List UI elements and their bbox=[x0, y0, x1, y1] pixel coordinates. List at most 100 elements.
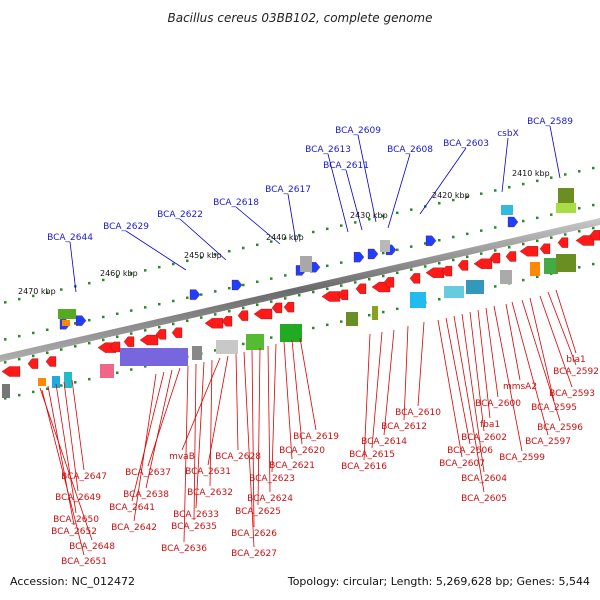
track-dot bbox=[452, 198, 455, 202]
track-dot bbox=[158, 302, 161, 306]
reverse-gene-arrow bbox=[271, 302, 283, 314]
reverse-gene-label: BCA_2610 bbox=[395, 408, 441, 418]
track-dot bbox=[4, 338, 7, 341]
tick-label: 2430 kbp bbox=[350, 211, 388, 220]
track-dot bbox=[88, 318, 91, 322]
track-dot bbox=[326, 323, 329, 327]
tick-label: 2440 kbp bbox=[266, 233, 304, 242]
reverse-gene-label: BCA_2628 bbox=[215, 452, 261, 462]
track-dot bbox=[494, 249, 497, 252]
reverse-gene-label: BCA_2642 bbox=[111, 523, 157, 533]
reverse-gene-label: BCA_2635 bbox=[171, 522, 217, 532]
reverse-callout-line bbox=[145, 369, 173, 489]
track-dot bbox=[270, 336, 273, 339]
feature-box bbox=[410, 292, 426, 308]
track-dot bbox=[578, 170, 581, 173]
forward-gene-label: BCA_2613 bbox=[305, 145, 351, 155]
reverse-gene-label: BCA_2626 bbox=[231, 529, 277, 539]
track-dot bbox=[172, 262, 175, 266]
track-dot bbox=[284, 297, 287, 300]
track-dot bbox=[200, 316, 203, 319]
reverse-callout-line bbox=[547, 291, 577, 366]
reverse-gene-arrow bbox=[204, 318, 224, 329]
track-dot bbox=[88, 281, 91, 285]
reverse-gene-label: BCA_2624 bbox=[247, 494, 293, 504]
tick-label: 2450 kbp bbox=[184, 251, 222, 260]
track-dot bbox=[368, 277, 371, 281]
reverse-gene-label: BCA_2633 bbox=[173, 510, 219, 520]
track-dot bbox=[102, 278, 105, 282]
track-dot bbox=[18, 357, 21, 361]
feature-box bbox=[52, 376, 60, 388]
track-dot bbox=[116, 371, 119, 375]
track-dot bbox=[242, 306, 245, 310]
feature-box bbox=[280, 324, 302, 342]
reverse-gene-label: BCA_2621 bbox=[269, 461, 315, 471]
forward-callout-line bbox=[549, 125, 561, 179]
track-dot bbox=[242, 342, 245, 346]
reverse-gene-label: BCA_2650 bbox=[53, 515, 99, 525]
reverse-gene-arrow bbox=[539, 243, 551, 254]
track-dot bbox=[340, 261, 343, 264]
feature-box bbox=[300, 256, 312, 272]
feature-box bbox=[558, 188, 574, 204]
reverse-gene-arrow bbox=[237, 310, 249, 321]
forward-gene-arrow bbox=[189, 289, 201, 300]
reverse-callout-line bbox=[63, 381, 79, 492]
reverse-callout-line bbox=[555, 289, 577, 354]
reverse-gene-arrow bbox=[337, 289, 349, 300]
forward-callout-line bbox=[357, 134, 377, 223]
reverse-gene-arrow bbox=[519, 246, 539, 257]
reverse-callout-line bbox=[257, 347, 261, 506]
forward-callout-line bbox=[69, 241, 77, 293]
reverse-gene-label: BCA_2592 bbox=[553, 367, 599, 377]
feature-box bbox=[500, 270, 512, 284]
reverse-callout-line bbox=[71, 379, 85, 471]
reverse-callout-line bbox=[445, 317, 471, 445]
track-dot bbox=[46, 351, 49, 354]
track-dot bbox=[74, 322, 77, 325]
reverse-gene-label: BCA_2612 bbox=[381, 422, 427, 432]
reverse-gene-label: BCA_2631 bbox=[185, 467, 231, 477]
reverse-gene-label: BCA_2627 bbox=[231, 549, 277, 559]
reverse-gene-arrow bbox=[371, 281, 391, 293]
track-dot bbox=[102, 315, 105, 319]
feature-box bbox=[530, 262, 540, 276]
reverse-callout-line bbox=[299, 337, 317, 431]
forward-callout-line bbox=[179, 218, 227, 261]
reverse-gene-label: BCA_2596 bbox=[537, 423, 583, 433]
reverse-callout-line bbox=[461, 313, 485, 473]
track-dot bbox=[410, 245, 413, 248]
reverse-gene-label: BCA_2652 bbox=[51, 527, 97, 537]
track-dot bbox=[438, 261, 441, 265]
forward-callout-line bbox=[235, 206, 281, 245]
track-dot bbox=[256, 280, 259, 284]
track-dot bbox=[382, 274, 385, 278]
reverse-gene-label: BCA_2641 bbox=[109, 503, 155, 513]
forward-gene-arrow bbox=[75, 315, 87, 326]
reverse-callout-line bbox=[477, 309, 491, 419]
reverse-gene-label: BCA_2632 bbox=[187, 488, 233, 498]
track-dot bbox=[508, 186, 511, 189]
reverse-callout-line bbox=[181, 357, 221, 451]
reverse-callout-line bbox=[453, 315, 485, 493]
track-dot bbox=[74, 345, 77, 348]
track-dot bbox=[18, 297, 21, 301]
track-dot bbox=[550, 213, 553, 216]
reverse-gene-arrow bbox=[383, 277, 395, 288]
reverse-callout-line bbox=[193, 363, 197, 521]
reverse-gene-label: BCA_2593 bbox=[549, 389, 595, 399]
tick-label: 2410 kbp bbox=[512, 169, 550, 178]
reverse-callout-line bbox=[529, 297, 555, 402]
track-dot bbox=[116, 335, 119, 339]
track-dot bbox=[536, 216, 539, 220]
track-dot bbox=[214, 349, 217, 352]
accession-text: Accession: NC_012472 bbox=[10, 575, 135, 588]
reverse-callout-line bbox=[283, 341, 293, 460]
track-dot bbox=[158, 325, 161, 329]
track-dot bbox=[480, 229, 483, 232]
track-dot bbox=[130, 368, 133, 371]
track-dot bbox=[564, 173, 567, 176]
track-dot bbox=[592, 226, 595, 230]
track-dot bbox=[410, 208, 413, 211]
